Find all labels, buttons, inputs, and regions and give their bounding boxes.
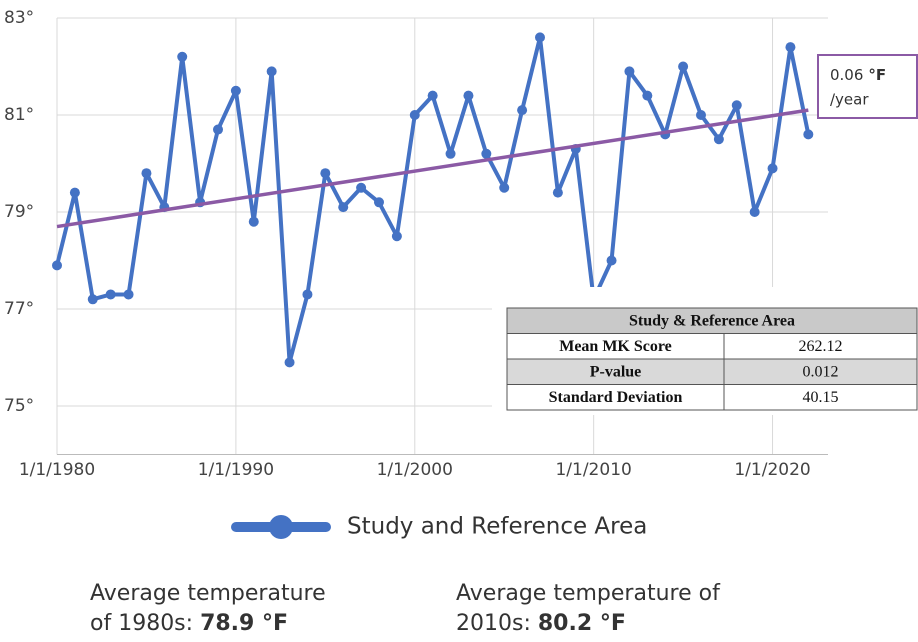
point (606, 255, 617, 266)
point (356, 182, 367, 193)
row-label: Mean MK Score (559, 338, 672, 355)
y-tick-label: 79° (4, 202, 34, 222)
point (373, 197, 384, 208)
point (427, 90, 438, 101)
row-label: P-value (590, 363, 642, 380)
legend-label: Study and Reference Area (347, 514, 647, 540)
annotation-unit: °F (868, 66, 886, 84)
y-tick-label: 81° (4, 105, 34, 125)
point (248, 216, 259, 227)
point (123, 289, 134, 300)
table-cell (506, 333, 725, 360)
point (52, 260, 62, 271)
point (141, 168, 152, 179)
point (552, 187, 563, 198)
x-tick-label: 1/1/2020 (734, 460, 810, 480)
point (713, 134, 724, 145)
point (177, 51, 188, 62)
point (499, 182, 510, 193)
row-value: 40.15 (803, 389, 839, 406)
note-line: 2010s: 80.2 °F (456, 611, 626, 636)
row-value: 262.12 (799, 338, 843, 355)
annotation-per: /year (830, 91, 869, 109)
x-tick-label: 1/1/2010 (555, 460, 631, 480)
point (767, 163, 778, 174)
point (212, 124, 223, 135)
row-value: 0.012 (803, 363, 839, 380)
point (749, 207, 760, 217)
point (445, 148, 456, 159)
point (266, 66, 277, 77)
note-value: 78.9 °F (200, 611, 288, 636)
point (642, 90, 653, 101)
point (695, 110, 706, 120)
note-line: Average temperature (90, 581, 326, 606)
note-line: of 1980s: 78.9 °F (90, 611, 288, 636)
point (517, 105, 528, 116)
table-cell (723, 384, 918, 411)
point (302, 289, 313, 300)
point (481, 148, 492, 159)
note-value: 80.2 °F (538, 611, 626, 636)
point (463, 90, 474, 101)
point (105, 289, 116, 300)
point (534, 32, 545, 43)
point (409, 110, 420, 120)
note-text: 2010s: (456, 611, 531, 636)
row-label: Standard Deviation (549, 389, 683, 406)
point (284, 357, 295, 368)
y-tick-label: 83° (4, 8, 34, 28)
note-line: Average temperature of (456, 581, 721, 606)
point (391, 231, 402, 242)
annotation-value: 0.06 (830, 66, 863, 84)
y-tick-label: 75° (4, 396, 34, 416)
x-tick-label: 1/1/2000 (377, 460, 453, 480)
y-tick-label: 77° (4, 299, 34, 319)
table-cell (723, 333, 918, 360)
point (731, 100, 742, 111)
point (338, 202, 349, 213)
annotation-box (817, 54, 918, 119)
x-tick-label: 1/1/1980 (19, 460, 95, 480)
point (624, 66, 635, 77)
trend-line (56, 108, 809, 229)
point (678, 61, 689, 72)
note-text: of 1980s: (90, 611, 193, 636)
table-header (506, 307, 918, 334)
point (320, 168, 331, 179)
point (69, 187, 80, 198)
point (785, 42, 796, 53)
point (87, 294, 98, 305)
annotation: 0.06 °F (830, 66, 886, 84)
x-tick-label: 1/1/1990 (198, 460, 274, 480)
point (803, 129, 814, 140)
legend-marker (269, 515, 293, 539)
point (230, 85, 241, 96)
table-title: Study & Reference Area (629, 312, 795, 329)
